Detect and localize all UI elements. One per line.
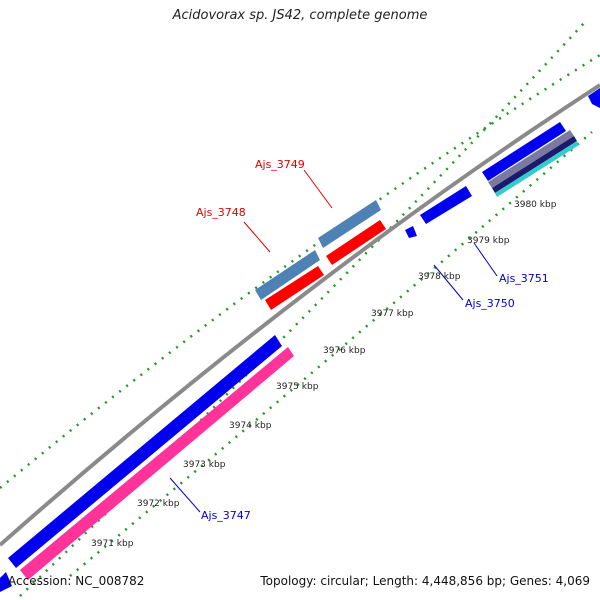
gene-ajs-3750: [420, 186, 472, 224]
tick-label: 3971 kbp: [91, 539, 134, 549]
label-leader-line: [303, 169, 333, 209]
gene-label-ajs-3747: Ajs_3747: [201, 509, 251, 522]
gene-labels: Ajs_3747 Ajs_3748 Ajs_3749 Ajs_3750 Ajs_3751: [169, 158, 549, 522]
label-leader-line: [433, 264, 464, 301]
gene-ajs-3746: [8, 335, 282, 568]
tick-label: 3979 kbp: [467, 236, 510, 246]
gene-label-ajs-3750: Ajs_3750: [465, 297, 515, 310]
tick-label: 3972 kbp: [137, 499, 180, 509]
map-title: Acidovorax sp. JS42, complete genome: [172, 8, 428, 23]
genome-backbone: [0, 83, 600, 547]
gene-slate: [488, 130, 574, 188]
gene-ajs-3749: [326, 220, 386, 265]
gene-cyan: [495, 141, 579, 197]
outer-dotted-line-2: [0, 53, 600, 489]
tick-label: 3973 kbp: [183, 460, 226, 470]
tick-label: 3974 kbp: [229, 421, 272, 431]
tick-label: 3978 kbp: [418, 272, 461, 282]
gene-edge: [588, 88, 600, 108]
genome-summary-text: Topology: circular; Length: 4,448,856 bp…: [260, 574, 590, 588]
gene-ajs-3748-steel: [255, 250, 320, 300]
gene-label-ajs-3749: Ajs_3749: [255, 158, 305, 171]
gene-label-ajs-3748: Ajs_3748: [196, 206, 246, 219]
label-leader-line: [243, 221, 271, 253]
outer-dotted-line: [19, 21, 586, 597]
label-leader-line: [473, 242, 498, 277]
gene-navy: [492, 136, 577, 193]
gene-ajs-3748: [265, 266, 324, 310]
gene-ajs-3747: [20, 347, 294, 580]
gene-features: [0, 83, 600, 592]
label-leader-line: [169, 477, 201, 513]
kbp-tick-labels: 3971 kbp 3972 kbp 3973 kbp 3974 kbp 3975 kbp…: [91, 200, 557, 549]
gene-small-1: [405, 226, 417, 238]
accession-text: Accession: NC_008782: [8, 574, 145, 588]
dotted-guide-lines: [0, 21, 600, 597]
gene-fragment: [0, 572, 12, 592]
tick-label: 3976 kbp: [323, 346, 366, 356]
gene-ajs-3751: [482, 122, 566, 181]
gene-label-ajs-3751: Ajs_3751: [499, 272, 549, 285]
tick-label: 3980 kbp: [514, 200, 557, 210]
tick-label: 3975 kbp: [276, 382, 319, 392]
gene-ajs-3749-steel: [318, 200, 381, 248]
tick-label: 3977 kbp: [371, 309, 414, 319]
